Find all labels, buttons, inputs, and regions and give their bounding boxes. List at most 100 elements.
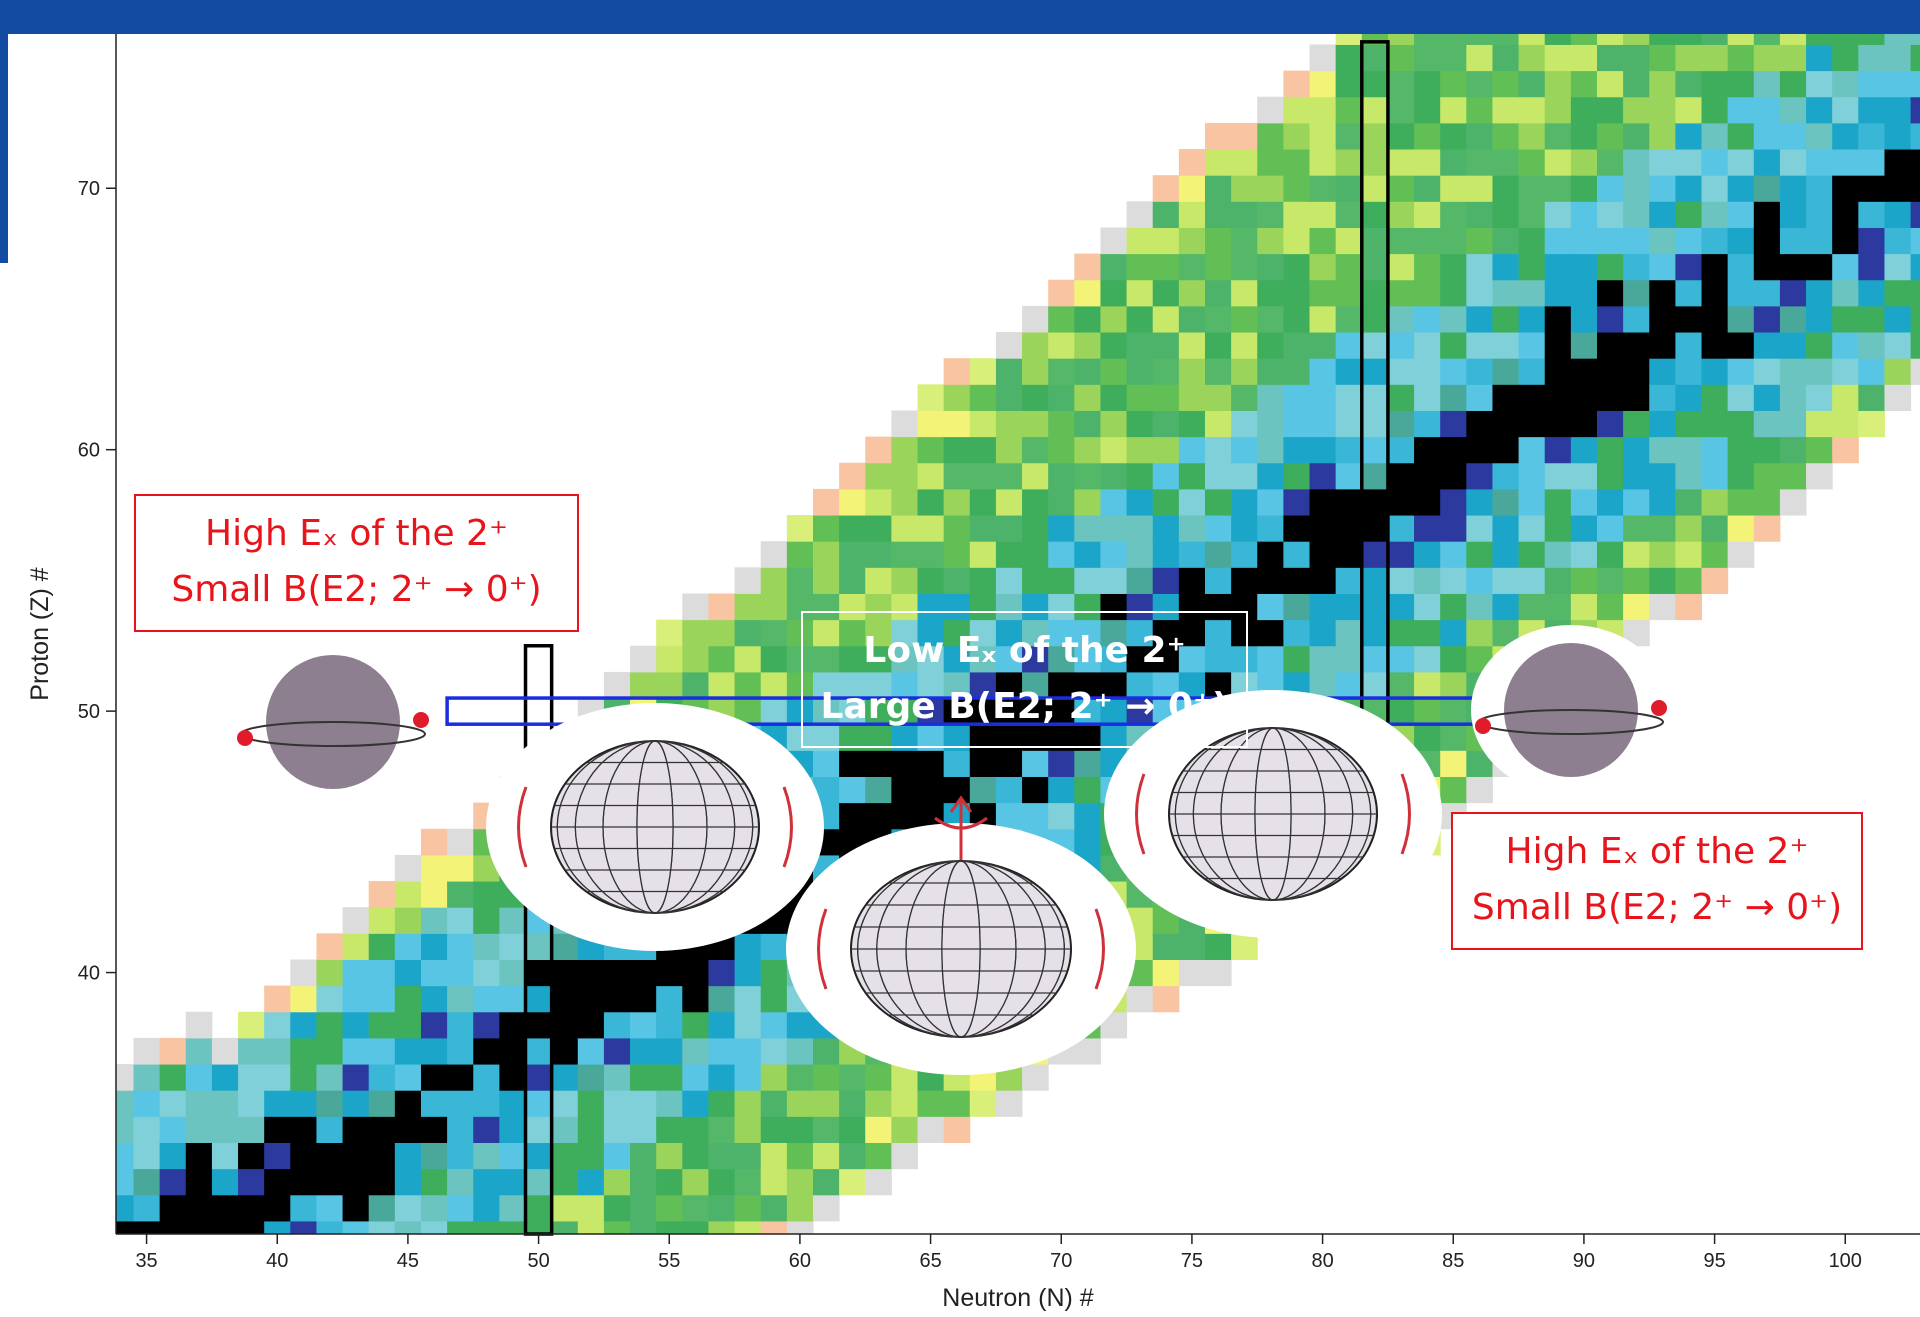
cell bbox=[134, 1142, 161, 1169]
cell bbox=[186, 1195, 213, 1222]
cell bbox=[891, 803, 918, 830]
cell bbox=[1754, 410, 1781, 437]
cell bbox=[1623, 201, 1650, 228]
cell bbox=[526, 1012, 553, 1039]
cell bbox=[1388, 593, 1415, 620]
cell bbox=[656, 1116, 683, 1143]
cell bbox=[1440, 44, 1467, 71]
cell bbox=[1074, 489, 1101, 516]
cell bbox=[447, 959, 474, 986]
cell bbox=[1806, 44, 1833, 71]
cell bbox=[630, 986, 657, 1013]
cell bbox=[1022, 437, 1049, 464]
cell bbox=[1702, 437, 1729, 464]
cell bbox=[134, 1195, 161, 1222]
cell bbox=[970, 593, 997, 620]
cell bbox=[316, 1064, 343, 1091]
cell bbox=[970, 541, 997, 568]
cell bbox=[708, 1090, 735, 1117]
cell bbox=[1362, 332, 1389, 359]
cell bbox=[1283, 489, 1310, 516]
cell bbox=[1388, 698, 1415, 725]
cell bbox=[1179, 463, 1206, 490]
cell bbox=[264, 1169, 291, 1196]
cell bbox=[1545, 71, 1572, 98]
cell bbox=[918, 410, 945, 437]
cell bbox=[787, 672, 814, 699]
cell bbox=[1414, 646, 1441, 673]
cell bbox=[1205, 201, 1232, 228]
cell bbox=[1649, 175, 1676, 202]
cell bbox=[1754, 280, 1781, 307]
cell bbox=[186, 1064, 213, 1091]
cell bbox=[1832, 44, 1859, 71]
cell bbox=[1858, 306, 1885, 333]
cell bbox=[1127, 201, 1154, 228]
cell bbox=[473, 1038, 500, 1065]
cell bbox=[735, 986, 762, 1013]
cell bbox=[682, 1038, 709, 1065]
cell bbox=[212, 1142, 239, 1169]
cell bbox=[264, 1116, 291, 1143]
x-tick-label: 100 bbox=[1829, 1250, 1862, 1272]
cell bbox=[656, 986, 683, 1013]
cell bbox=[1257, 620, 1284, 647]
cell bbox=[1100, 437, 1127, 464]
cell bbox=[1048, 515, 1075, 542]
cell bbox=[970, 515, 997, 542]
cell bbox=[1780, 384, 1807, 411]
cell bbox=[1310, 358, 1337, 385]
cell bbox=[1257, 384, 1284, 411]
cell bbox=[1806, 306, 1833, 333]
cell bbox=[604, 672, 631, 699]
cell bbox=[1884, 280, 1911, 307]
cell bbox=[1153, 437, 1180, 464]
cell bbox=[1022, 593, 1049, 620]
cell bbox=[316, 1090, 343, 1117]
cell bbox=[134, 1064, 161, 1091]
cell bbox=[134, 1169, 161, 1196]
cell bbox=[421, 1038, 448, 1065]
cell bbox=[369, 1142, 396, 1169]
cell bbox=[473, 1195, 500, 1222]
cell bbox=[891, 489, 918, 516]
cell bbox=[682, 620, 709, 647]
cell bbox=[1675, 593, 1702, 620]
cell bbox=[865, 437, 892, 464]
cell bbox=[1310, 44, 1337, 71]
cell bbox=[1780, 175, 1807, 202]
cell bbox=[708, 646, 735, 673]
cell bbox=[761, 933, 788, 960]
cell bbox=[1597, 254, 1624, 281]
cell bbox=[1623, 593, 1650, 620]
cell bbox=[1492, 593, 1519, 620]
cell bbox=[865, 1064, 892, 1091]
cell bbox=[1388, 44, 1415, 71]
cell bbox=[1205, 515, 1232, 542]
cell bbox=[1728, 515, 1755, 542]
header-bar bbox=[0, 0, 1920, 34]
cell bbox=[1362, 593, 1389, 620]
cell bbox=[918, 1090, 945, 1117]
cell bbox=[1702, 489, 1729, 516]
cell bbox=[578, 1169, 605, 1196]
cell bbox=[1440, 410, 1467, 437]
cell bbox=[1231, 593, 1258, 620]
cell bbox=[1440, 776, 1467, 803]
cell bbox=[1623, 489, 1650, 516]
cell bbox=[316, 959, 343, 986]
cell bbox=[1858, 358, 1885, 385]
cell bbox=[918, 489, 945, 516]
cell bbox=[343, 1142, 370, 1169]
cell bbox=[1257, 332, 1284, 359]
cell bbox=[160, 1064, 187, 1091]
cell bbox=[787, 515, 814, 542]
cell bbox=[1571, 175, 1598, 202]
cell bbox=[1545, 201, 1572, 228]
cell bbox=[1858, 280, 1885, 307]
cell bbox=[1466, 306, 1493, 333]
cell bbox=[996, 803, 1023, 830]
cell bbox=[1519, 567, 1546, 594]
cell bbox=[395, 1012, 422, 1039]
cell bbox=[1257, 227, 1284, 254]
